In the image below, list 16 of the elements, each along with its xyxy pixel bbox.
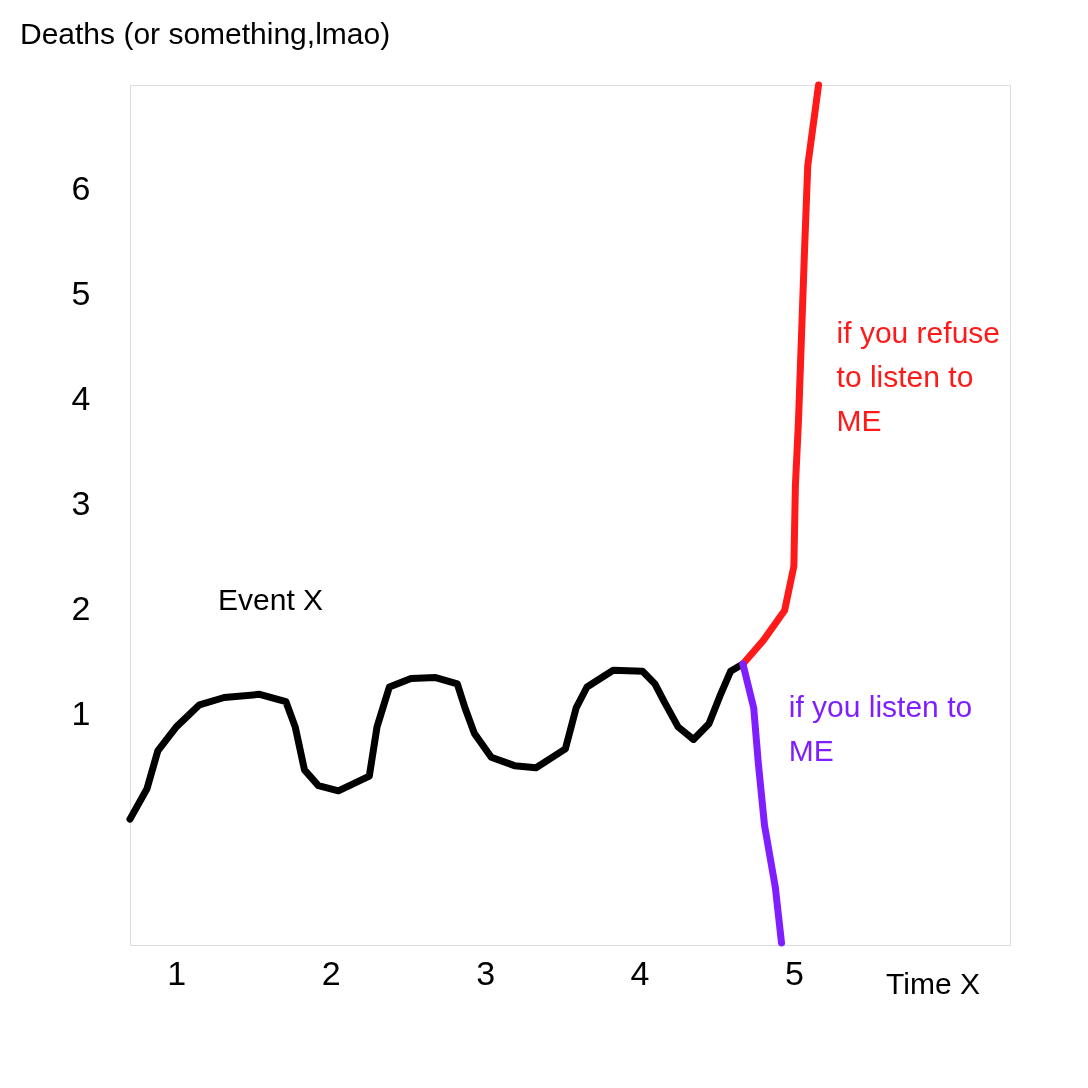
x-tick-label: 4 bbox=[630, 953, 650, 992]
x-tick-label: 5 bbox=[784, 953, 804, 992]
y-tick-label: 4 bbox=[71, 379, 91, 418]
y-tick-label: 2 bbox=[71, 588, 91, 627]
x-tick-label: 3 bbox=[476, 953, 496, 992]
y-tick-label: 1 bbox=[71, 693, 91, 732]
annotation: Event X bbox=[218, 583, 324, 616]
y-tick-label: 5 bbox=[71, 274, 91, 313]
x-tick-label: 1 bbox=[167, 953, 187, 992]
x-axis-title: Time X bbox=[886, 967, 980, 1000]
y-axis-title: Deaths (or something,lmao) bbox=[20, 17, 391, 50]
y-tick-label: 3 bbox=[71, 484, 91, 523]
series-label: if you refuse to listen to ME bbox=[836, 315, 1000, 437]
y-tick-label: 6 bbox=[71, 169, 91, 208]
x-tick-label: 2 bbox=[321, 953, 341, 992]
series-label: if you listen to ME bbox=[788, 689, 973, 767]
